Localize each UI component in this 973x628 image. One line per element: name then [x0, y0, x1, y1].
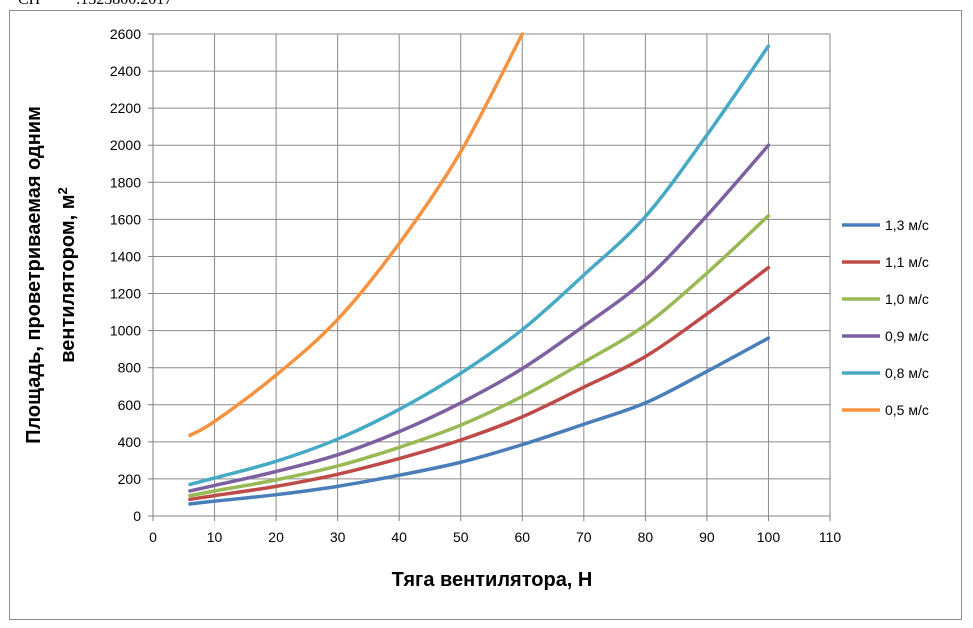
- y-tick-label: 1400: [110, 248, 141, 264]
- x-tick-labels: 0 10 20 30 40 50 60 70 80 90 100 110: [149, 529, 841, 545]
- legend-label-3: 0,9 м/с: [885, 328, 929, 344]
- x-tick-label: 0: [149, 529, 157, 545]
- legend-label-5: 0,5 м/с: [885, 402, 929, 418]
- x-tick-label: 70: [576, 529, 592, 545]
- y-tick-label: 400: [118, 434, 142, 450]
- y-tick-label: 1800: [110, 174, 141, 190]
- legend-label-1: 1,1 м/с: [885, 254, 929, 270]
- y-axis-label-line1: Площадь, проветриваемая одним: [23, 106, 45, 444]
- y-axis-label-line2-text: вентилятором, м: [57, 194, 79, 362]
- y-tick-label: 2400: [110, 63, 141, 79]
- y-tick-label: 2000: [110, 137, 141, 153]
- legend-label-0: 1,3 м/с: [885, 217, 929, 233]
- y-axis-label-line2: вентилятором, м2: [55, 187, 80, 363]
- x-tick-label: 90: [699, 529, 715, 545]
- series-line-3: [188, 143, 771, 493]
- series-line-1: [188, 265, 771, 502]
- y-tick-label: 1200: [110, 286, 141, 302]
- x-tick-label: 100: [757, 529, 781, 545]
- series-line-4: [188, 44, 771, 487]
- x-tick-label: 50: [453, 529, 469, 545]
- series-lines: [188, 32, 771, 506]
- y-tick-label: 0: [133, 508, 141, 524]
- y-tick-label: 1600: [110, 211, 141, 227]
- series-line-2: [188, 213, 771, 498]
- x-tick-label: 110: [819, 529, 842, 545]
- y-tick-label: 600: [118, 397, 142, 413]
- y-tick-label: 2200: [110, 100, 141, 116]
- x-tick-label: 40: [391, 529, 407, 545]
- legend-label-4: 0,8 м/с: [885, 365, 929, 381]
- x-tick-label: 20: [268, 529, 284, 545]
- x-tick-label: 10: [207, 529, 223, 545]
- series-line-5: [188, 32, 525, 438]
- page-caption: СП .1325800.2017: [18, 0, 172, 9]
- y-tick-label: 800: [118, 360, 142, 376]
- series-line-0: [188, 336, 771, 506]
- y-tick-label: 200: [118, 471, 142, 487]
- x-axis-label: Тяга вентилятора, Н: [392, 569, 593, 591]
- x-tick-label: 80: [638, 529, 654, 545]
- chart-frame: [9, 10, 962, 620]
- y-axis-label-superscript: 2: [55, 187, 70, 194]
- x-tick-label: 60: [514, 529, 530, 545]
- axes: [148, 33, 831, 521]
- legend-label-2: 1,0 м/с: [885, 291, 929, 307]
- y-tick-label: 1000: [110, 323, 141, 339]
- y-tick-labels: 0 200 400 600 800 1000 1200 1400 1600 1800 2000 220…: [110, 26, 141, 524]
- y-tick-label: 2600: [110, 26, 141, 42]
- legend: 1,3 м/с 1,1 м/с 1,0 м/с 0,9 м/с 0,8 м/с 0,5 м…: [842, 217, 929, 418]
- x-tick-label: 30: [330, 529, 346, 545]
